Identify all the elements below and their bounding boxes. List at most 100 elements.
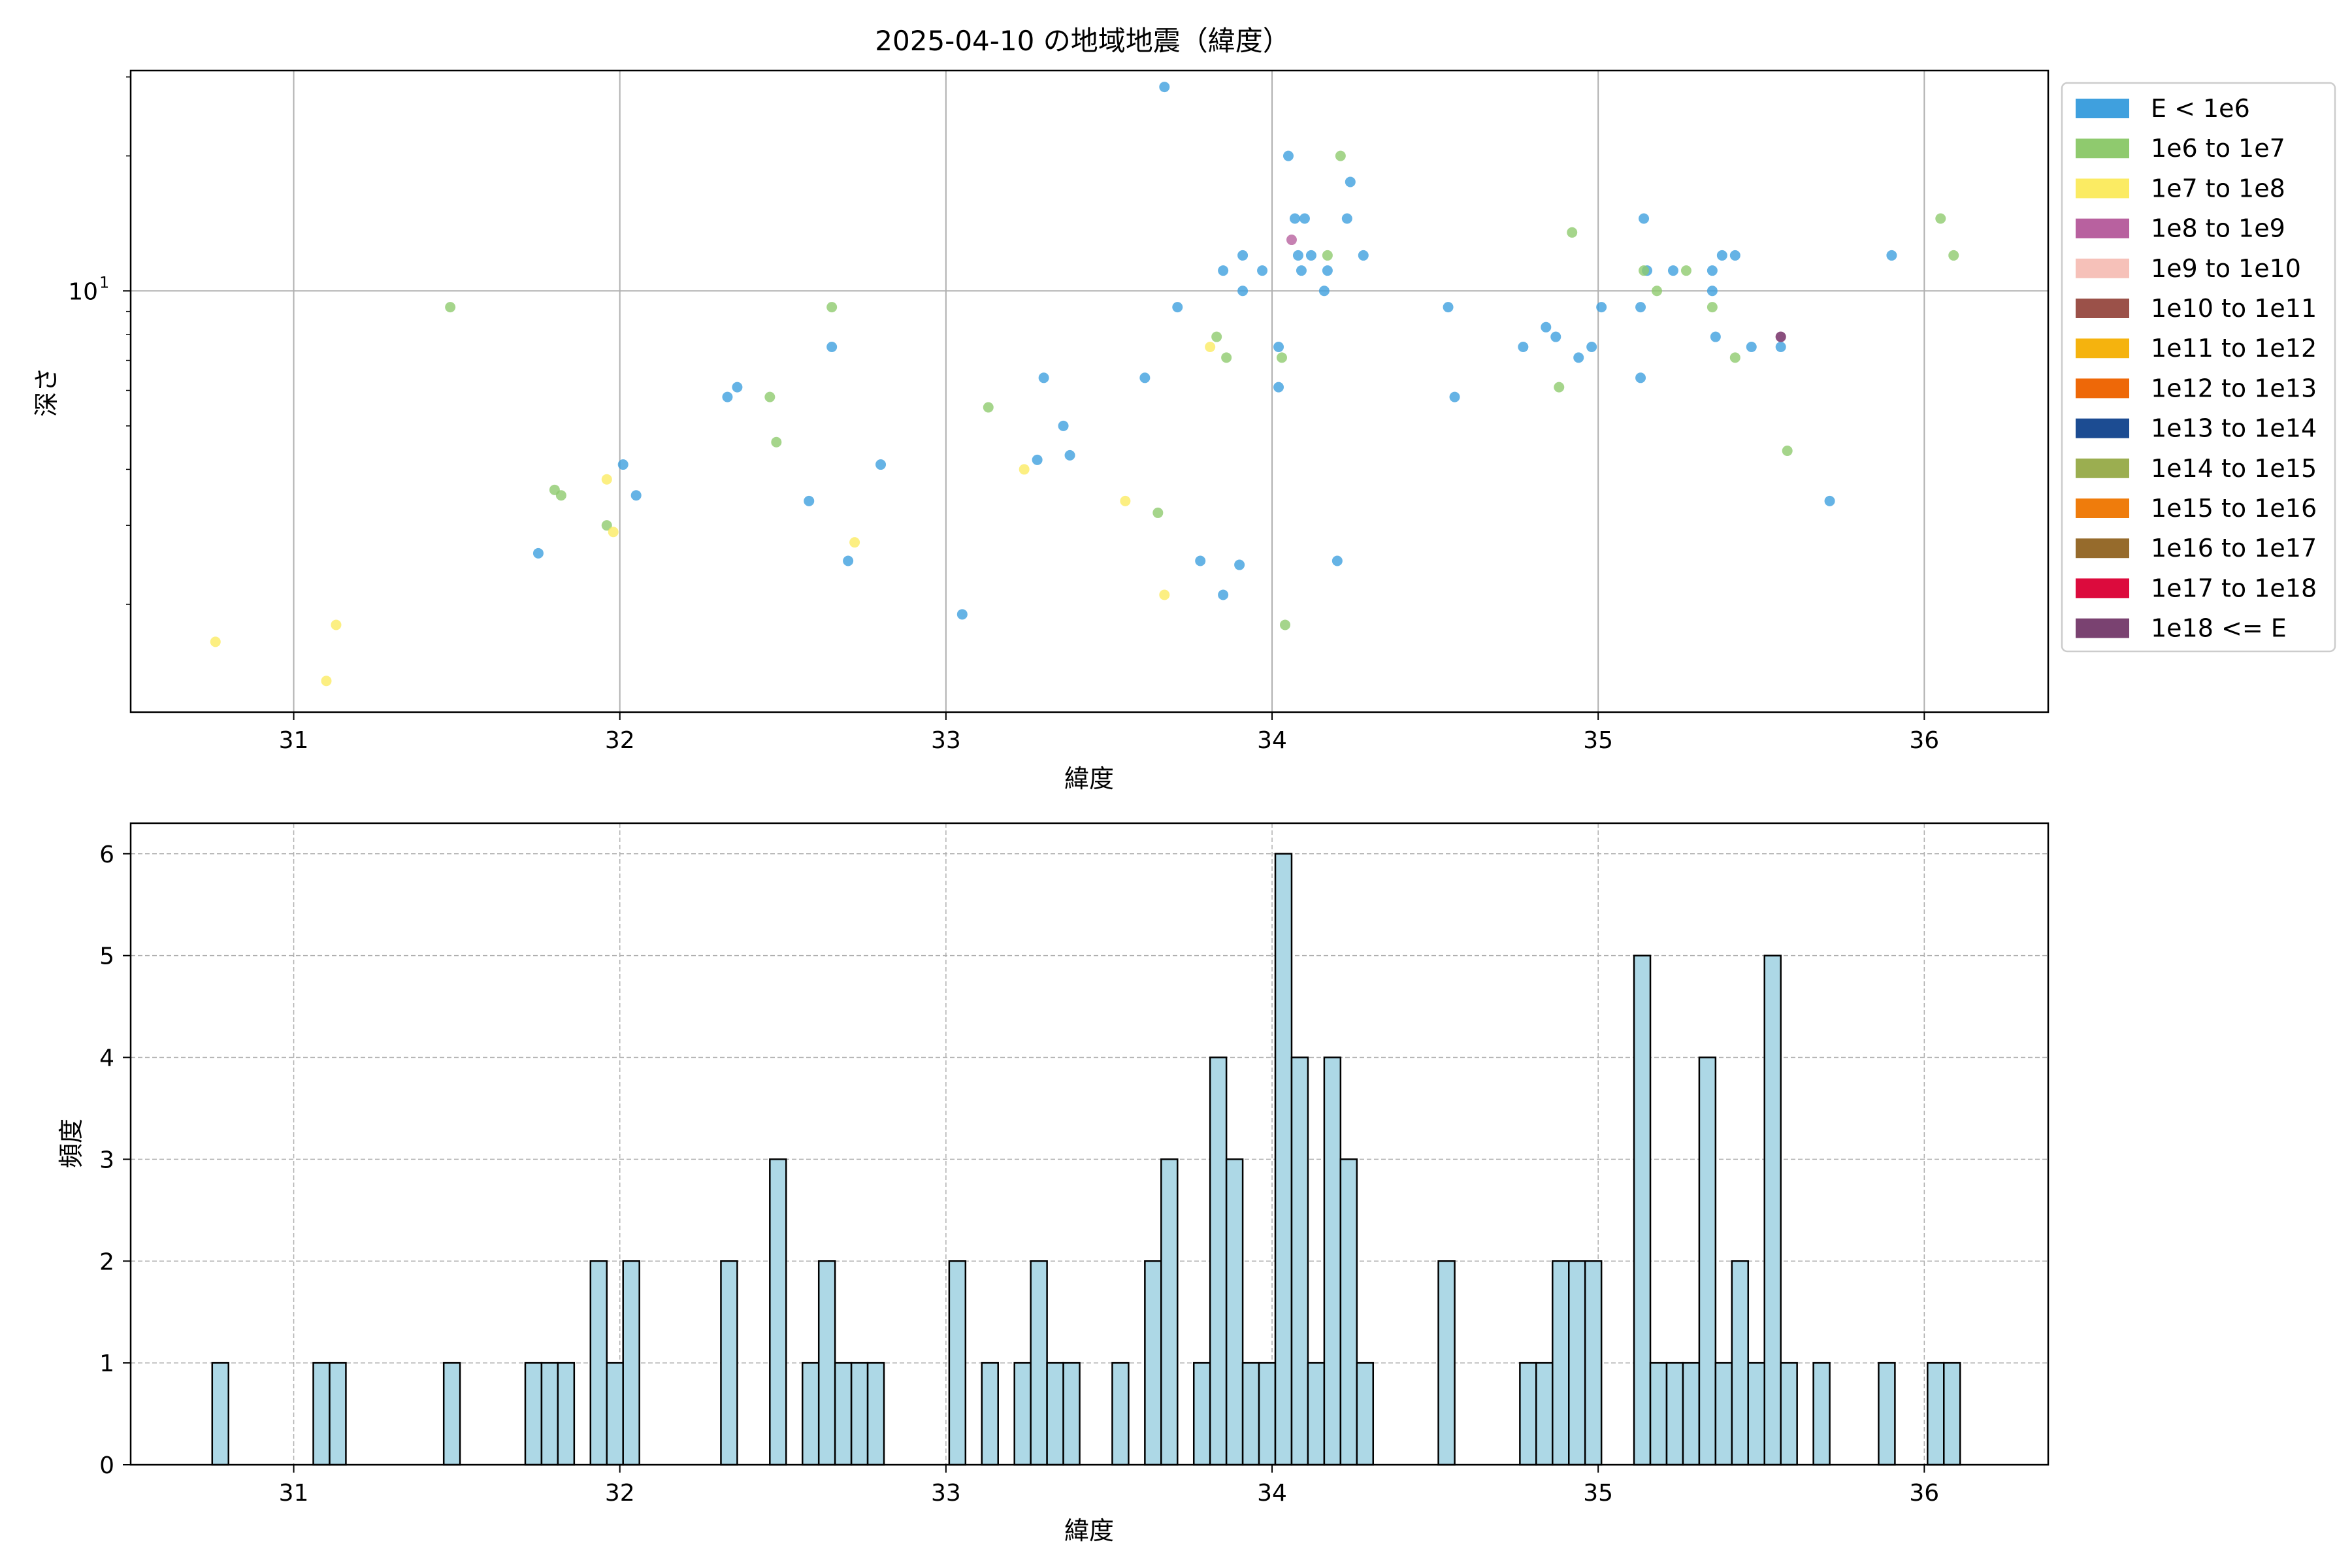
histogram-bar [1437, 1260, 1456, 1466]
legend-swatch [2076, 178, 2129, 199]
histogram-x-tick-label: 33 [931, 1480, 961, 1507]
scatter-point [1237, 250, 1249, 261]
scatter-point [1331, 555, 1343, 566]
histogram-bar [1763, 955, 1782, 1466]
scatter-point [1276, 352, 1287, 363]
histogram-bar [622, 1260, 640, 1466]
scatter-point [617, 459, 629, 470]
scatter-point [1282, 150, 1294, 161]
legend-label: 1e13 to 1e14 [2151, 414, 2317, 443]
histogram-y-tick-label: 1 [99, 1350, 114, 1377]
histogram-bar [1192, 1362, 1211, 1466]
histogram-bar [1339, 1158, 1358, 1466]
scatter-point [771, 436, 782, 448]
histogram-bar [540, 1362, 559, 1466]
histogram-bar [720, 1260, 738, 1466]
scatter-point [1257, 265, 1268, 276]
scatter-point [1707, 286, 1718, 297]
scatter-point [1358, 250, 1369, 261]
scatter-point [1635, 372, 1646, 384]
scatter-panel: 2025-04-10 の地域地震（緯度） 31 32 33 34 35 36 10 1 緯度… [32, 25, 2050, 793]
histogram-y-tick-label: 4 [99, 1045, 114, 1072]
legend-label: E < 1e6 [2151, 94, 2250, 123]
histogram-bar [1274, 853, 1293, 1466]
legend-label: 1e17 to 1e18 [2151, 574, 2317, 602]
scatter-point [210, 636, 221, 647]
histogram-bar [312, 1362, 331, 1466]
histogram-y-axis: 0 1 2 3 4 5 6 [99, 841, 131, 1479]
histogram-bar [1584, 1260, 1603, 1466]
legend-label: 1e9 to 1e10 [2151, 254, 2301, 283]
histogram-bar [1519, 1362, 1537, 1466]
scatter-point [1159, 589, 1170, 600]
histogram-bar [1535, 1362, 1554, 1466]
scatter-point [1443, 302, 1454, 313]
scatter-point [1746, 342, 1757, 353]
scatter-y-tick-label: 10 [68, 278, 98, 305]
scatter-x-tick-label: 35 [1583, 727, 1613, 754]
histogram-bar [1927, 1362, 1945, 1466]
histogram-bar [1290, 1056, 1309, 1466]
scatter-point [843, 555, 854, 566]
scatter-point [1234, 559, 1245, 570]
scatter-point [1635, 302, 1646, 313]
scatter-point [1273, 382, 1284, 393]
scatter-point [1782, 446, 1793, 457]
scatter-point [1064, 449, 1075, 461]
legend-label: 1e6 to 1e7 [2151, 134, 2285, 163]
scatter-point [1341, 213, 1352, 224]
scatter-point [1567, 227, 1578, 238]
histogram-y-tick-label: 2 [99, 1249, 114, 1275]
histogram-x-axis-label: 緯度 [1064, 1516, 1114, 1545]
scatter-point [1172, 302, 1183, 313]
scatter-point [722, 391, 733, 402]
histogram-bar [1731, 1260, 1750, 1466]
scatter-x-tick-label: 34 [1257, 727, 1287, 754]
histogram-bar [1780, 1362, 1798, 1466]
histogram-bar [606, 1362, 624, 1466]
histogram-x-tick-label: 34 [1257, 1480, 1287, 1507]
scatter-point [826, 302, 838, 313]
histogram-bar [1714, 1362, 1733, 1466]
histogram-bar [1160, 1158, 1179, 1466]
histogram-bar [1030, 1260, 1048, 1466]
histogram-bar [801, 1362, 820, 1466]
histogram-bar [589, 1260, 608, 1466]
scatter-point [1058, 420, 1069, 431]
histogram-bar [1568, 1260, 1586, 1466]
scatter-x-tick-label: 36 [1909, 727, 1939, 754]
scatter-point [1541, 321, 1552, 333]
legend-swatch [2076, 99, 2129, 118]
legend-label: 1e12 to 1e13 [2151, 374, 2317, 402]
scatter-point [732, 382, 743, 393]
histogram-bar [981, 1362, 999, 1466]
scatter-point [555, 490, 566, 501]
scatter-point [1152, 507, 1164, 518]
scatter-point [1596, 302, 1607, 313]
scatter-point [1824, 495, 1835, 506]
scatter-point [875, 459, 887, 470]
histogram-bar [1241, 1362, 1260, 1466]
scatter-point [1886, 250, 1897, 261]
scatter-y-axis: 10 1 [68, 76, 131, 605]
legend-swatch [2076, 299, 2129, 318]
scatter-point [1518, 342, 1529, 353]
histogram-bar [1356, 1362, 1375, 1466]
scatter-point [1237, 286, 1249, 297]
histogram-bar [1552, 1260, 1570, 1466]
scatter-point [1935, 213, 1946, 224]
legend-swatch [2076, 498, 2129, 518]
histogram-bar [817, 1260, 836, 1466]
histogram-bar [329, 1362, 347, 1466]
scatter-point [1775, 331, 1786, 342]
scatter-points [210, 82, 1959, 687]
scatter-point [1120, 495, 1131, 506]
histogram-bar [1258, 1362, 1277, 1466]
histogram-bar [1747, 1362, 1765, 1466]
scatter-point [1667, 265, 1678, 276]
scatter-point [1019, 464, 1030, 475]
scatter-point [1318, 286, 1330, 297]
legend-label: 1e10 to 1e11 [2151, 294, 2317, 323]
